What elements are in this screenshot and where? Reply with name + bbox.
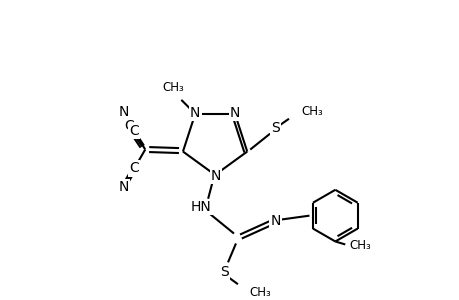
Text: CH₃: CH₃ bbox=[249, 286, 271, 299]
Text: S: S bbox=[270, 121, 279, 135]
Text: C: C bbox=[129, 124, 139, 138]
Text: CH₃: CH₃ bbox=[162, 81, 184, 94]
Text: S: S bbox=[219, 265, 228, 279]
Text: N: N bbox=[229, 106, 240, 120]
Text: N: N bbox=[118, 105, 128, 119]
Text: N: N bbox=[270, 214, 280, 228]
Text: CH₃: CH₃ bbox=[348, 239, 370, 252]
Text: C: C bbox=[124, 119, 134, 133]
Text: C: C bbox=[129, 161, 139, 176]
Text: N: N bbox=[190, 106, 200, 120]
Text: HN: HN bbox=[190, 200, 211, 214]
Text: N: N bbox=[210, 169, 221, 183]
Text: N: N bbox=[118, 180, 128, 194]
Text: N: N bbox=[115, 105, 125, 119]
Text: CH₃: CH₃ bbox=[300, 105, 322, 118]
